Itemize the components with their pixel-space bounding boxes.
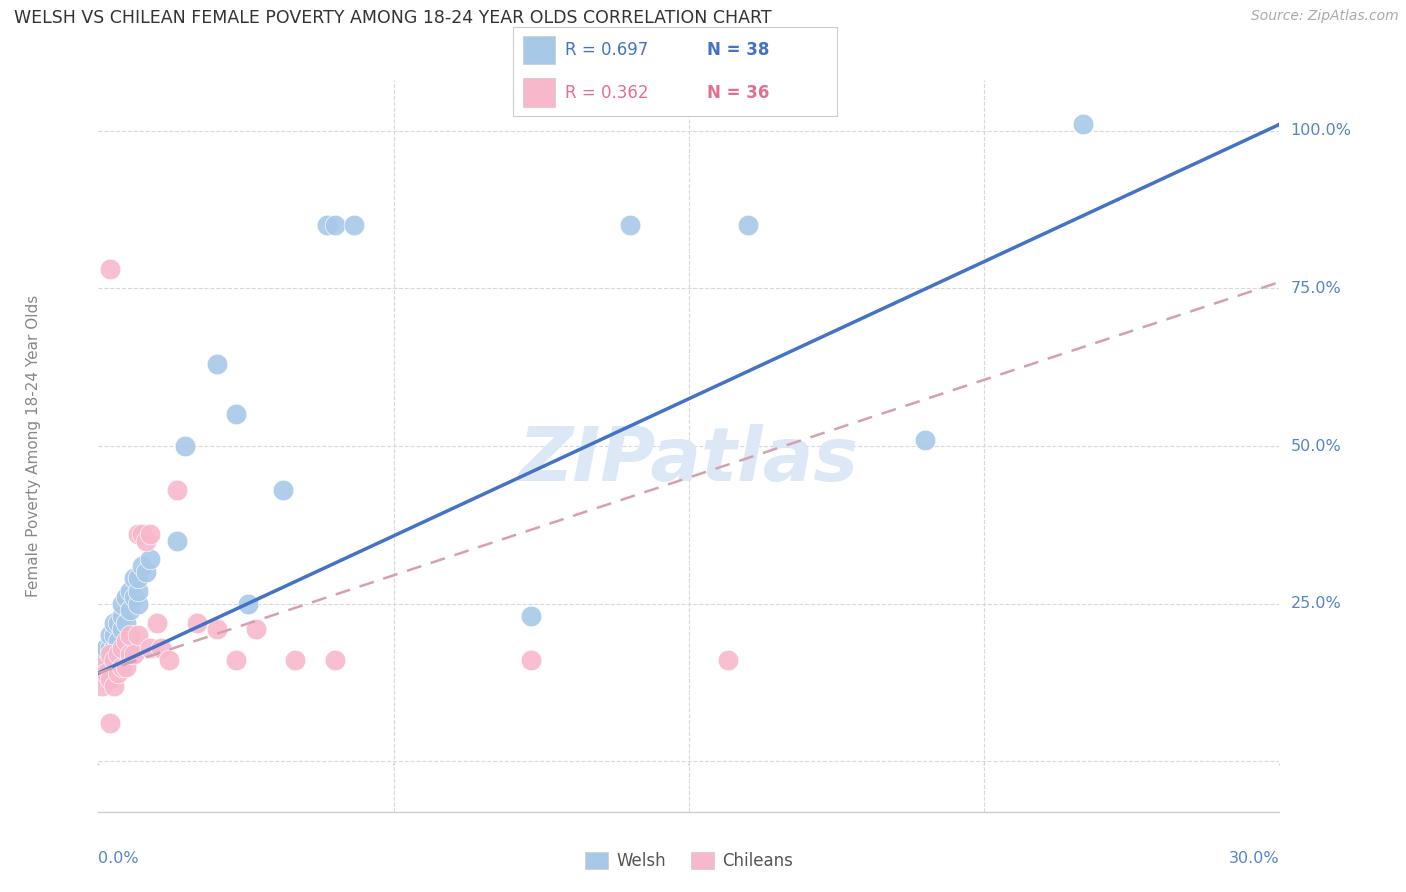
Point: [91, 679, 114, 693]
Point: [273, 483, 295, 497]
Point: [127, 527, 149, 541]
Legend: Welsh, Chileans: Welsh, Chileans: [578, 845, 800, 877]
Point: [98, 640, 121, 655]
Text: 0.0%: 0.0%: [98, 851, 139, 865]
Point: [157, 653, 180, 667]
Point: [138, 527, 160, 541]
Point: [174, 439, 197, 453]
Point: [98, 716, 121, 731]
Point: [115, 634, 138, 648]
Point: [717, 653, 740, 667]
Point: [111, 622, 134, 636]
Point: [166, 483, 188, 497]
Point: [520, 609, 543, 624]
Point: [166, 533, 188, 548]
Point: [127, 628, 149, 642]
Point: [103, 653, 125, 667]
Point: [131, 558, 153, 573]
Text: Female Poverty Among 18-24 Year Olds: Female Poverty Among 18-24 Year Olds: [25, 295, 41, 597]
Point: [135, 565, 157, 579]
Point: [111, 609, 134, 624]
Point: [98, 673, 121, 687]
Point: [323, 653, 346, 667]
Point: [111, 640, 134, 655]
Text: R = 0.697: R = 0.697: [565, 41, 648, 59]
Point: [91, 659, 114, 673]
Point: [225, 408, 247, 422]
Text: N = 38: N = 38: [707, 41, 769, 59]
Point: [118, 603, 141, 617]
Point: [127, 571, 149, 585]
Point: [122, 647, 145, 661]
Point: [107, 665, 129, 680]
Point: [138, 640, 160, 655]
Text: 50.0%: 50.0%: [1291, 439, 1341, 453]
Point: [98, 628, 121, 642]
Point: [138, 552, 160, 566]
Point: [236, 597, 259, 611]
Text: N = 36: N = 36: [707, 84, 769, 102]
Point: [111, 659, 134, 673]
Text: 25.0%: 25.0%: [1291, 596, 1341, 611]
Point: [619, 219, 641, 233]
Point: [115, 659, 138, 673]
Point: [103, 628, 125, 642]
Text: 75.0%: 75.0%: [1291, 281, 1341, 296]
Text: Source: ZipAtlas.com: Source: ZipAtlas.com: [1251, 9, 1399, 23]
Point: [118, 584, 141, 599]
Point: [186, 615, 208, 630]
Point: [91, 647, 114, 661]
Point: [205, 357, 228, 371]
Point: [122, 591, 145, 605]
Point: [150, 640, 173, 655]
Point: [225, 653, 247, 667]
Text: WELSH VS CHILEAN FEMALE POVERTY AMONG 18-24 YEAR OLDS CORRELATION CHART: WELSH VS CHILEAN FEMALE POVERTY AMONG 18…: [14, 9, 772, 27]
Point: [107, 647, 129, 661]
Text: R = 0.362: R = 0.362: [565, 84, 648, 102]
Point: [127, 584, 149, 599]
Point: [111, 597, 134, 611]
Point: [284, 653, 307, 667]
Point: [96, 640, 118, 655]
Point: [323, 219, 346, 233]
Point: [98, 262, 121, 277]
Point: [107, 615, 129, 630]
Point: [245, 622, 267, 636]
Point: [103, 640, 125, 655]
Bar: [523, 36, 555, 64]
Point: [98, 647, 121, 661]
Point: [131, 527, 153, 541]
Point: [118, 628, 141, 642]
Text: 30.0%: 30.0%: [1229, 851, 1279, 865]
Point: [107, 634, 129, 648]
Text: ZIPatlas: ZIPatlas: [519, 424, 859, 497]
Point: [115, 591, 138, 605]
Point: [914, 433, 936, 447]
Point: [103, 679, 125, 693]
Bar: [523, 78, 555, 107]
Point: [146, 615, 169, 630]
Point: [315, 219, 337, 233]
Point: [96, 665, 118, 680]
Point: [520, 653, 543, 667]
Point: [205, 622, 228, 636]
Point: [115, 615, 138, 630]
Point: [122, 571, 145, 585]
Point: [118, 647, 141, 661]
Point: [135, 533, 157, 548]
Point: [127, 597, 149, 611]
Text: 100.0%: 100.0%: [1291, 123, 1351, 138]
Point: [1071, 117, 1094, 131]
Point: [737, 219, 759, 233]
Point: [103, 615, 125, 630]
Point: [343, 219, 366, 233]
